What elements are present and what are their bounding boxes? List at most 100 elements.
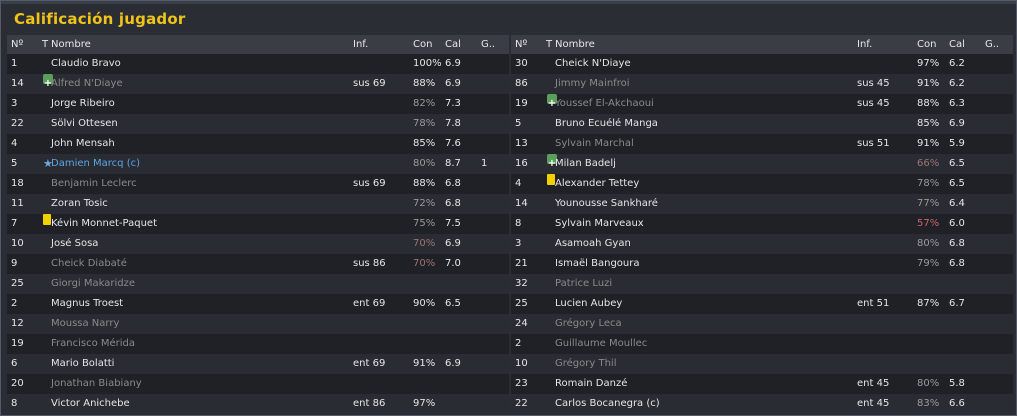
player-name[interactable]: José Sosa xyxy=(51,238,99,249)
table-row[interactable]: 30 Cheick N'Diaye 97% 6.2 xyxy=(511,54,1013,74)
col-header-con[interactable]: Con xyxy=(413,39,433,50)
table-row[interactable]: 4 John Mensah 85% 7.6 xyxy=(7,134,509,154)
col-header-number[interactable]: Nº xyxy=(515,39,528,50)
table-row[interactable]: 14 + Alfred N'Diaye sus 69 88% 6.9 xyxy=(7,74,509,94)
table-row[interactable]: 2 Magnus Troest ent 69 90% 6.5 xyxy=(7,294,509,314)
table-row[interactable]: 10 José Sosa 70% 6.9 xyxy=(7,234,509,254)
player-rating: 6.9 xyxy=(445,358,461,369)
table-row[interactable]: 8 Victor Anichebe ent 86 97% xyxy=(7,394,509,414)
player-name[interactable]: Cheick Diabaté xyxy=(51,258,127,269)
player-name[interactable]: Magnus Troest xyxy=(51,298,124,309)
table-row[interactable]: 6 Mario Bolatti ent 69 91% 6.9 xyxy=(7,354,509,374)
table-row[interactable]: 3 Asamoah Gyan 80% 6.8 xyxy=(511,234,1013,254)
player-name[interactable]: Damien Marcq (c) xyxy=(51,158,140,169)
col-header-number[interactable]: Nº xyxy=(11,39,24,50)
table-row[interactable]: 25 Lucien Aubey ent 51 87% 6.7 xyxy=(511,294,1013,314)
player-number: 4 xyxy=(11,138,18,149)
col-header-goals[interactable]: G.. xyxy=(985,39,1000,50)
player-name[interactable]: Youssef El-Akchaoui xyxy=(555,98,654,109)
player-name[interactable]: Grégory Thil xyxy=(555,358,617,369)
player-rating: 6.2 xyxy=(949,58,965,69)
col-header-t[interactable]: T xyxy=(545,39,553,50)
table-row[interactable]: 25 Giorgi Makaridze xyxy=(7,274,509,294)
table-row[interactable]: 19 Francisco Mérida xyxy=(7,334,509,354)
col-header-inf[interactable]: Inf. xyxy=(353,39,369,50)
player-name[interactable]: Alfred N'Diaye xyxy=(51,78,123,89)
table-row[interactable]: 10 Grégory Thil xyxy=(511,354,1013,374)
player-name[interactable]: Romain Danzé xyxy=(555,378,628,389)
player-name[interactable]: Carlos Bocanegra (c) xyxy=(555,398,660,409)
col-header-t[interactable]: T xyxy=(41,39,49,50)
col-header-con[interactable]: Con xyxy=(917,39,937,50)
player-name[interactable]: Alexander Tettey xyxy=(555,178,640,189)
away-team-table: Nº T Nombre Inf. Con Cal G.. 30 Cheick N'… xyxy=(511,35,1013,414)
table-row[interactable]: 20 Jonathan Biabiany xyxy=(7,374,509,394)
player-name[interactable]: Cheick N'Diaye xyxy=(555,58,631,69)
table-row[interactable]: 14 Younousse Sankharé 77% 6.4 xyxy=(511,194,1013,214)
player-name[interactable]: Jorge Ribeiro xyxy=(51,98,115,109)
player-name[interactable]: Bruno Ecuélé Manga xyxy=(555,118,658,129)
player-name[interactable]: Grégory Leca xyxy=(555,318,622,329)
table-row[interactable]: 23 Romain Danzé ent 45 80% 5.8 xyxy=(511,374,1013,394)
player-name[interactable]: Benjamin Leclerc xyxy=(51,178,137,189)
player-name[interactable]: Mario Bolatti xyxy=(51,358,115,369)
table-row[interactable]: 9 Cheick Diabaté sus 86 70% 7.0 xyxy=(7,254,509,274)
player-name[interactable]: Sylvain Marchal xyxy=(555,138,634,149)
player-condition: 77% xyxy=(917,198,940,209)
table-row[interactable]: 8 Sylvain Marveaux 57% 6.0 xyxy=(511,214,1013,234)
player-name[interactable]: Jonathan Biabiany xyxy=(51,378,142,389)
player-name[interactable]: Sölvi Ottesen xyxy=(51,118,118,129)
col-header-cal[interactable]: Cal xyxy=(949,39,965,50)
table-row[interactable]: 16 + Milan Badelj 66% 6.5 xyxy=(511,154,1013,174)
player-condition: 90% xyxy=(413,298,436,309)
table-row[interactable]: 7 Kévin Monnet-Paquet 75% 7.5 xyxy=(7,214,509,234)
table-row[interactable]: 32 Patrice Luzi xyxy=(511,274,1013,294)
table-row[interactable]: 86 Jimmy Mainfroi sus 45 91% 6.2 xyxy=(511,74,1013,94)
table-row[interactable]: 4 Alexander Tettey 78% 6.5 xyxy=(511,174,1013,194)
player-rating: 6.2 xyxy=(949,78,965,89)
player-goals: 1 xyxy=(481,158,488,169)
col-header-name[interactable]: Nombre xyxy=(555,39,595,50)
player-number: 6 xyxy=(11,358,18,369)
player-name[interactable]: Milan Badelj xyxy=(555,158,616,169)
table-row[interactable]: 19 + Youssef El-Akchaoui sus 45 88% 6.3 xyxy=(511,94,1013,114)
player-name[interactable]: Asamoah Gyan xyxy=(555,238,631,249)
table-row[interactable]: 2 Guillaume Moullec xyxy=(511,334,1013,354)
player-name[interactable]: Jimmy Mainfroi xyxy=(555,78,630,89)
col-header-name[interactable]: Nombre xyxy=(51,39,91,50)
col-header-goals[interactable]: G.. xyxy=(481,39,496,50)
player-name[interactable]: Claudio Bravo xyxy=(51,58,121,69)
table-row[interactable]: 22 Carlos Bocanegra (c) ent 45 83% 6.6 xyxy=(511,394,1013,414)
player-name[interactable]: Sylvain Marveaux xyxy=(555,218,644,229)
table-row[interactable]: 12 Moussa Narry xyxy=(7,314,509,334)
table-row[interactable]: 21 Ismaël Bangoura 79% 6.8 xyxy=(511,254,1013,274)
player-rating: 7.6 xyxy=(445,138,461,149)
player-name[interactable]: Patrice Luzi xyxy=(555,278,613,289)
player-rating: 6.5 xyxy=(949,158,965,169)
table-row[interactable]: 3 Jorge Ribeiro 82% 7.3 xyxy=(7,94,509,114)
player-name[interactable]: Younousse Sankharé xyxy=(555,198,658,209)
player-name[interactable]: John Mensah xyxy=(51,138,115,149)
player-name[interactable]: Giorgi Makaridze xyxy=(51,278,136,289)
player-name[interactable]: Kévin Monnet-Paquet xyxy=(51,218,157,229)
player-name[interactable]: Lucien Aubey xyxy=(555,298,623,309)
player-name[interactable]: Ismaël Bangoura xyxy=(555,258,640,269)
col-header-inf[interactable]: Inf. xyxy=(857,39,873,50)
table-row[interactable]: 5 ★ Damien Marcq (c) 80% 8.7 1 xyxy=(7,154,509,174)
player-condition: 88% xyxy=(413,178,436,189)
player-name[interactable]: Guillaume Moullec xyxy=(555,338,648,349)
player-name[interactable]: Zoran Tosic xyxy=(51,198,108,209)
table-row[interactable]: 18 Benjamin Leclerc sus 69 88% 6.8 xyxy=(7,174,509,194)
table-row[interactable]: 22 Sölvi Ottesen 78% 7.8 xyxy=(7,114,509,134)
player-name[interactable]: Victor Anichebe xyxy=(51,398,130,409)
player-name[interactable]: Francisco Mérida xyxy=(51,338,136,349)
table-row[interactable]: 1 Claudio Bravo 100% 6.9 xyxy=(7,54,509,74)
table-row[interactable]: 13 Sylvain Marchal sus 51 91% 5.9 xyxy=(511,134,1013,154)
player-number: 18 xyxy=(11,178,24,189)
player-name[interactable]: Moussa Narry xyxy=(51,318,120,329)
player-condition: 85% xyxy=(413,138,436,149)
table-row[interactable]: 5 Bruno Ecuélé Manga 85% 6.9 xyxy=(511,114,1013,134)
table-row[interactable]: 24 Grégory Leca xyxy=(511,314,1013,334)
col-header-cal[interactable]: Cal xyxy=(445,39,461,50)
table-row[interactable]: 11 Zoran Tosic 72% 6.8 xyxy=(7,194,509,214)
